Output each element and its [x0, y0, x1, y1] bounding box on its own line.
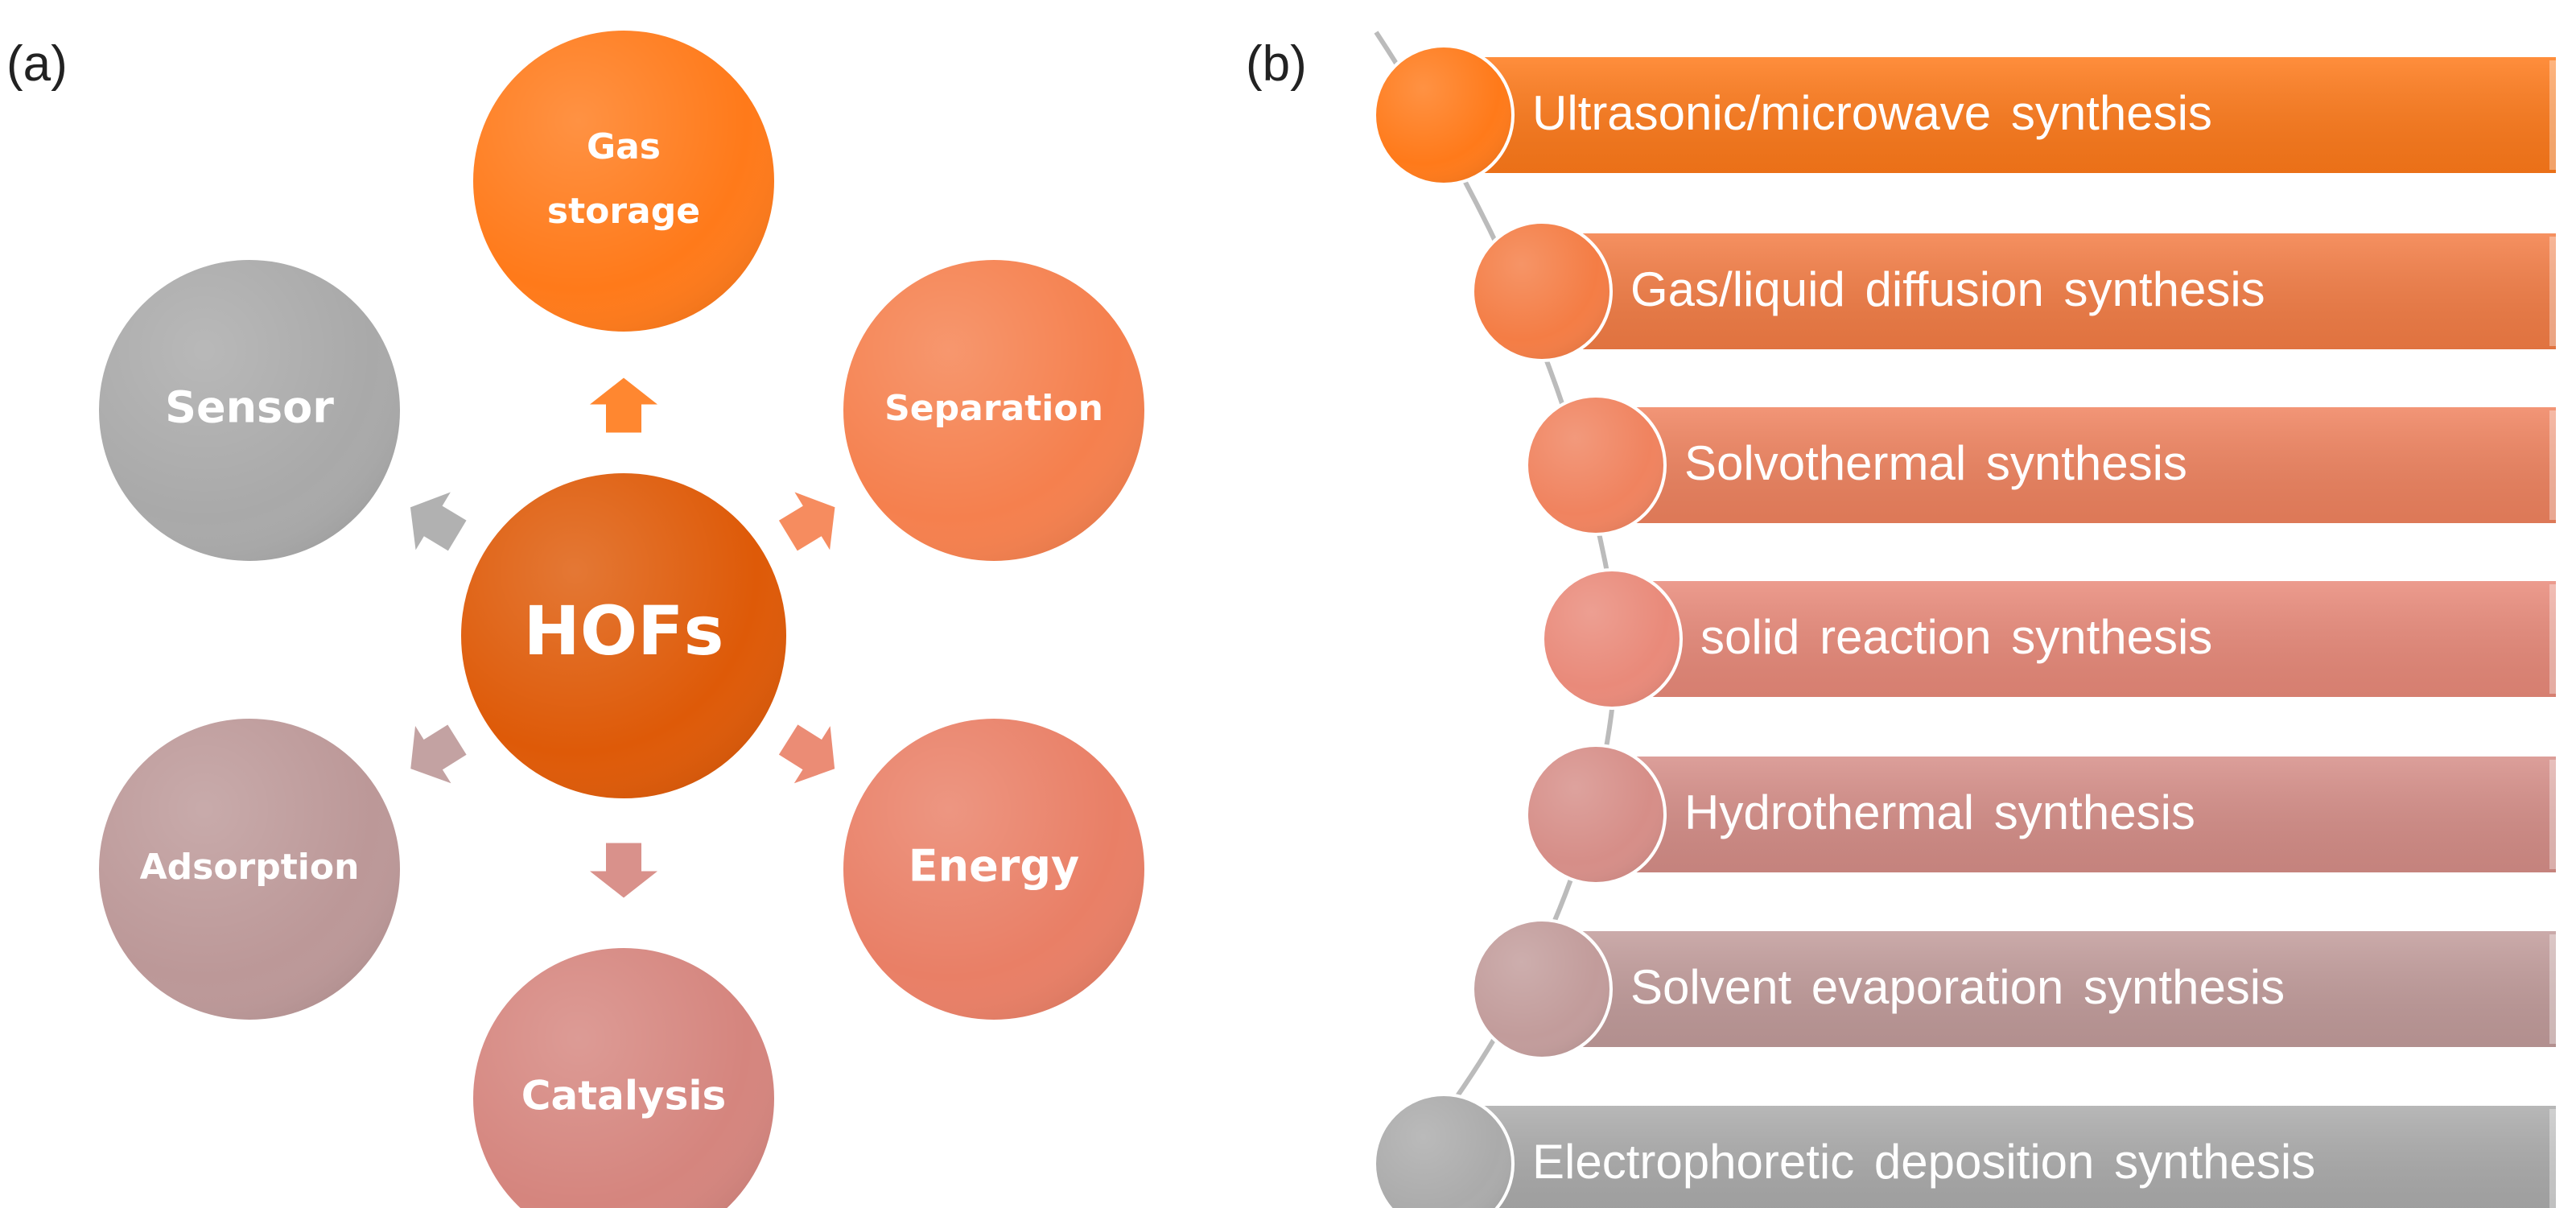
arrow-icon [410, 724, 467, 784]
arrows [410, 377, 835, 898]
list-item: Electrophoretic deposition synthesis [1373, 1093, 2556, 1208]
center-label: HOFs [523, 592, 723, 670]
list-item: Solvent evaporation synthesis [1471, 918, 2556, 1060]
center-node: HOFs [456, 468, 791, 803]
node-circle: Gas storage [468, 26, 779, 336]
arrow-icon [590, 843, 657, 898]
panel-b: (b) Ultrasonic/microwave synthesis Gas/li… [1246, 31, 2556, 1208]
node-circle: Energy [839, 714, 1149, 1025]
list-item: solid reaction synthesis [1541, 568, 2556, 710]
node-circle: Catalysis [468, 943, 779, 1208]
arrow-icon [410, 492, 467, 551]
node-circle: Separation [839, 255, 1149, 566]
node-circle: Adsorption [94, 714, 405, 1025]
arrow-icon [778, 492, 835, 551]
panel-b-label: (b) [1246, 36, 1307, 92]
node-label: storage [547, 191, 700, 232]
node-label: Separation [884, 388, 1103, 429]
item-label: Solvothermal synthesis [1684, 436, 2187, 490]
item-label: solid reaction synthesis [1700, 610, 2212, 664]
panel-a-label: (a) [6, 36, 68, 92]
list-item: Hydrothermal synthesis [1525, 744, 2556, 885]
node-label: Sensor [165, 382, 334, 433]
item-label: Hydrothermal synthesis [1684, 785, 2195, 839]
item-label: Solvent evaporation synthesis [1630, 960, 2285, 1014]
item-label: Gas/liquid diffusion synthesis [1630, 262, 2265, 316]
node-circle: Sensor [94, 255, 405, 566]
arrow-icon [590, 377, 657, 433]
node-label: Catalysis [521, 1073, 726, 1119]
panel-a: (a) Gas storage Separation Energy Catalysis A… [6, 26, 1149, 1208]
node-label: Gas [587, 126, 661, 167]
list-item: Gas/liquid diffusion synthesis [1471, 221, 2556, 362]
node-label: Energy [909, 841, 1079, 892]
node-label: Adsorption [140, 847, 360, 888]
list-item: Solvothermal synthesis [1525, 394, 2556, 536]
item-label: Ultrasonic/microwave synthesis [1532, 86, 2212, 140]
arrow-icon [778, 724, 835, 784]
list-item: Ultrasonic/microwave synthesis [1373, 44, 2556, 186]
item-label: Electrophoretic deposition synthesis [1532, 1135, 2315, 1189]
